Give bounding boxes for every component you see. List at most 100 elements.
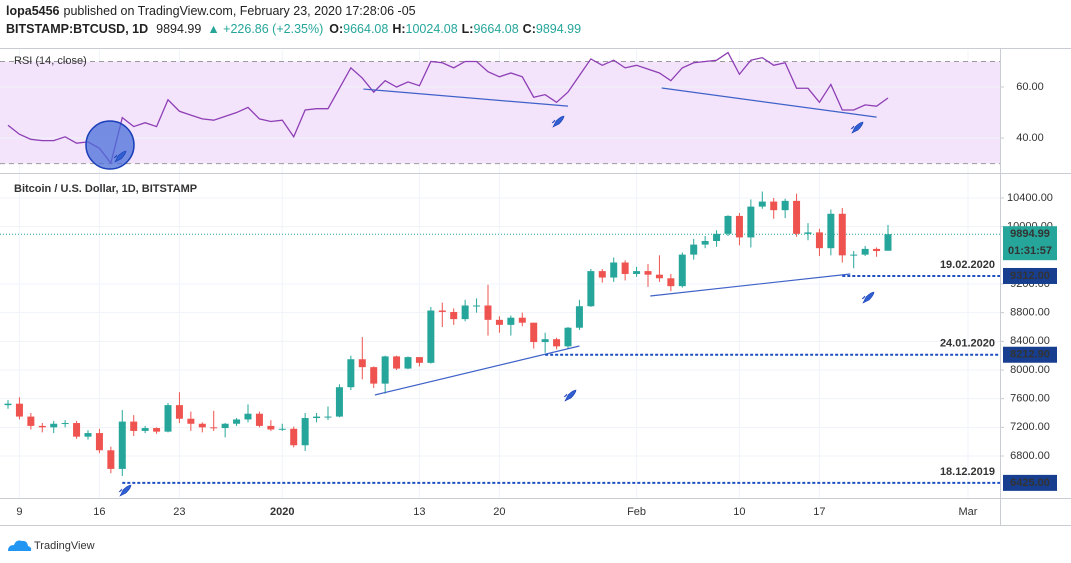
candle-body (587, 271, 595, 307)
y-tick-label: 8800.00 (1010, 307, 1050, 319)
rocket-icon (850, 121, 864, 134)
candle-body (415, 357, 423, 363)
candle-body (267, 425, 275, 430)
candle-body (530, 322, 538, 343)
level-label: 9312.00 (1010, 270, 1050, 282)
ohlc-label: H: (392, 22, 405, 36)
ohlc-label: C: (523, 22, 536, 36)
candle-body (244, 413, 252, 420)
candle-body (633, 271, 641, 274)
y-tick-label: 8000.00 (1010, 364, 1050, 376)
candle-body (301, 418, 309, 446)
candle-body (484, 305, 492, 320)
candle-body (118, 421, 126, 469)
trendline (661, 87, 877, 118)
candle-body (27, 416, 35, 426)
candle-body (713, 233, 721, 242)
candle-body (175, 405, 183, 419)
candle-body (747, 206, 755, 238)
user: lopa5456 (6, 4, 60, 18)
candle-body (61, 423, 69, 425)
level-label-bg (1003, 474, 1057, 491)
candle-body (233, 419, 241, 424)
candle-body (255, 413, 263, 426)
candle-body (50, 423, 58, 428)
rocket-icon (118, 484, 132, 497)
candle-body (827, 213, 835, 249)
rsi-line (7, 51, 889, 165)
plot-layer: 9 16 23 2020 13 20 Feb 10 17 Mar 60.00 40.00 10400.0… (0, 50, 1057, 518)
candle-body (141, 428, 149, 431)
candle-body (130, 421, 138, 431)
candle-body (507, 317, 515, 325)
ohlc-label: O: (329, 22, 343, 36)
ohlc-value: 10024.08 (406, 22, 458, 36)
y-tick-label: 7600.00 (1010, 393, 1050, 405)
y-tick-label: 60.00 (1016, 81, 1044, 93)
candle-body (335, 387, 343, 417)
level-label: 8212.90 (1010, 349, 1050, 361)
y-tick-label: 40.00 (1016, 132, 1044, 144)
price-title: Bitcoin / U.S. Dollar, 1D, BITSTAMP (14, 183, 197, 195)
y-tick-label: 7200.00 (1010, 421, 1050, 433)
candle-body (450, 311, 458, 320)
candle-body (347, 359, 355, 388)
candle-body (770, 201, 778, 211)
x-tick-label: 2020 (270, 506, 294, 518)
candle-body (393, 356, 401, 369)
y-tick-label: 10400.00 (1007, 192, 1053, 204)
candle-body (210, 427, 218, 429)
rsi-band (0, 61, 1000, 164)
trendline (650, 273, 851, 297)
candle-body (15, 403, 23, 417)
candle-body (518, 317, 526, 323)
countdown: 01:31:57 (1008, 245, 1052, 257)
candle-body (473, 305, 481, 307)
candle-body (644, 271, 652, 275)
candle-body (873, 248, 881, 252)
candle-body (370, 367, 378, 384)
tradingview-logo (8, 540, 32, 551)
candle-body (427, 310, 435, 363)
ohlc-value: 9894.99 (536, 22, 581, 36)
x-tick-label: 13 (413, 506, 425, 518)
brand: TradingView (34, 540, 95, 552)
candle-body (553, 339, 561, 347)
candle-body (667, 278, 675, 287)
last-price-bg (1003, 226, 1057, 261)
rsi-title: RSI (14, close) (14, 55, 87, 67)
level-date: 18.12.2019 (940, 466, 995, 478)
highlight-circle (85, 120, 135, 170)
candle-body (107, 450, 115, 469)
candle-body (884, 234, 892, 251)
candle-body (724, 215, 732, 234)
candle-body (358, 359, 366, 368)
candle-body (598, 271, 606, 278)
rocket-icon (861, 291, 875, 304)
candle-body (815, 232, 823, 249)
level-label: 6425.00 (1010, 477, 1050, 489)
level-date: 19.02.2020 (940, 259, 995, 271)
symbol: BITSTAMP:BTCUSD, 1D (6, 22, 148, 36)
candle-body (278, 428, 286, 430)
x-tick-label: 16 (93, 506, 105, 518)
candle-body (290, 428, 298, 446)
level-label-bg (1003, 346, 1057, 363)
change: ▲ +226.86 (+2.35%) (207, 22, 323, 36)
x-tick-label: 17 (813, 506, 825, 518)
y-tick-label: 6800.00 (1010, 450, 1050, 462)
published: published on TradingView.com, February 2… (64, 4, 416, 18)
x-tick-label: 10 (733, 506, 745, 518)
rocket-icon (563, 389, 577, 402)
trendline (363, 88, 569, 107)
ohlc-value: 9664.08 (473, 22, 518, 36)
x-tick-label: 9 (16, 506, 22, 518)
level-label-bg (1003, 267, 1057, 284)
candle-body (324, 416, 332, 418)
last: 9894.99 (156, 22, 201, 36)
candle-body (850, 254, 858, 256)
candle-body (73, 423, 81, 437)
candle-body (690, 244, 698, 255)
level-date: 24.01.2020 (940, 338, 995, 350)
